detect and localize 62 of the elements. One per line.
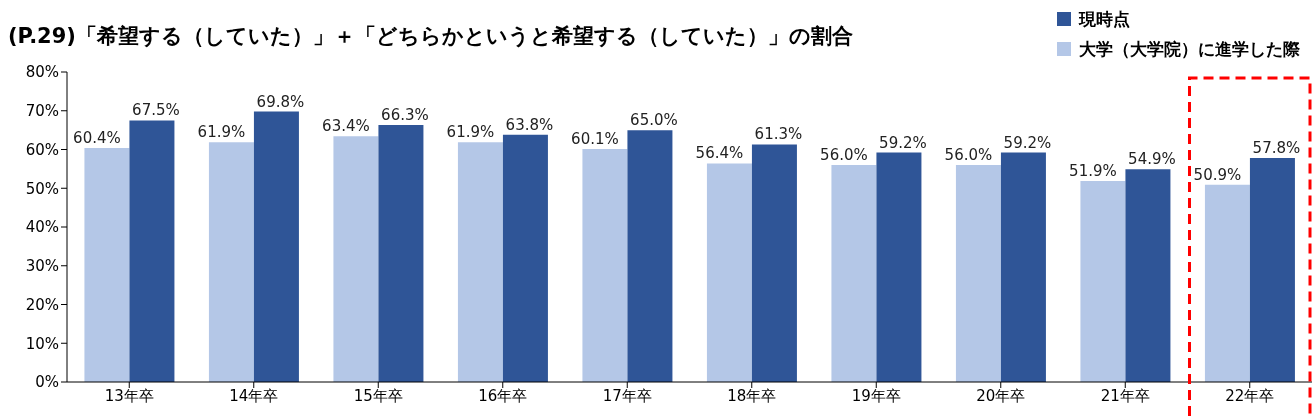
data-label: 61.9% — [197, 123, 246, 142]
chart-title: (P.29)「希望する（していた）」＋「どちらかというと希望する（していた）」の割合 — [8, 23, 853, 50]
bar — [831, 165, 877, 382]
bar — [955, 165, 1001, 382]
x-tick-label: 16年卒 — [478, 386, 528, 405]
data-label: 50.9% — [1193, 165, 1242, 184]
y-tick-label: 60% — [25, 140, 59, 159]
x-tick-label: 22年卒 — [1225, 386, 1275, 405]
x-tick-label: 19年卒 — [851, 386, 901, 405]
bar — [706, 163, 752, 382]
y-tick-label: 10% — [25, 334, 59, 353]
data-label: 65.0% — [630, 111, 678, 130]
x-tick-label: 13年卒 — [104, 386, 154, 405]
data-label: 61.3% — [754, 125, 803, 144]
data-label: 57.8% — [1252, 139, 1301, 158]
bar — [378, 125, 424, 382]
bar — [129, 120, 175, 382]
bar — [1204, 184, 1250, 382]
y-tick-label: 40% — [25, 218, 59, 237]
bar — [751, 144, 797, 382]
x-tick-label: 17年卒 — [602, 386, 652, 405]
data-label: 56.4% — [695, 144, 744, 163]
legend-label: 現時点 — [1079, 7, 1130, 31]
bar — [502, 134, 548, 382]
data-label: 69.8% — [256, 92, 305, 111]
y-tick-label: 70% — [25, 102, 59, 121]
y-tick-label: 30% — [25, 257, 59, 276]
x-tick-label: 18年卒 — [727, 386, 777, 405]
bar — [457, 142, 503, 382]
y-tick-label: 50% — [25, 179, 59, 198]
bar — [333, 136, 379, 382]
data-label: 56.0% — [944, 146, 993, 164]
data-label: 63.8% — [505, 115, 554, 134]
data-label: 51.9% — [1069, 161, 1117, 180]
bar — [627, 130, 673, 382]
x-tick-label: 20年卒 — [976, 386, 1026, 405]
data-label: 59.2% — [1003, 133, 1052, 152]
x-tick-label: 14年卒 — [229, 386, 279, 405]
y-tick-label: 80% — [25, 63, 59, 82]
bar — [84, 147, 130, 382]
bar — [253, 111, 299, 382]
bar — [876, 152, 922, 382]
data-label: 67.5% — [132, 101, 180, 120]
x-tick-label: 15年卒 — [353, 386, 403, 405]
x-tick-label: 21年卒 — [1100, 386, 1150, 405]
bar — [1080, 180, 1126, 382]
bar — [1125, 169, 1171, 382]
y-tick-label: 0% — [35, 373, 59, 392]
data-label: 54.9% — [1128, 150, 1176, 169]
bar — [582, 149, 628, 382]
data-label: 66.3% — [381, 106, 429, 125]
bar — [1000, 152, 1046, 382]
data-label: 63.4% — [322, 117, 370, 136]
legend-label: 大学（大学院）に進学した際 — [1079, 37, 1300, 61]
data-label: 60.4% — [73, 128, 121, 147]
y-tick-label: 20% — [25, 295, 59, 314]
data-label: 60.1% — [571, 130, 619, 149]
bar — [208, 142, 254, 382]
data-label: 56.0% — [820, 146, 868, 164]
data-label: 59.2% — [879, 133, 927, 152]
data-label: 61.9% — [446, 123, 495, 142]
bar — [1249, 158, 1295, 382]
